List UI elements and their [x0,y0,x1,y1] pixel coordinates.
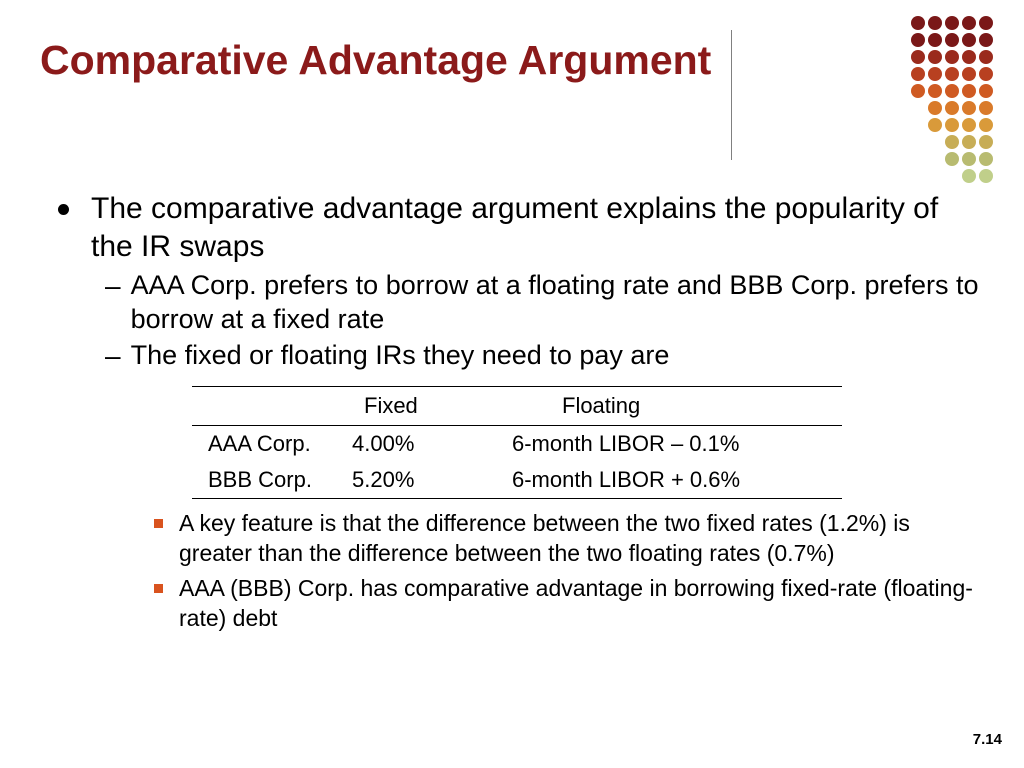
slide: Comparative Advantage Argument The compa… [0,0,1024,768]
bullet-level2: – AAA Corp. prefers to borrow at a float… [50,269,984,337]
content-area: The comparative advantage argument expla… [40,190,984,633]
title-row: Comparative Advantage Argument [40,30,984,160]
cell-company: BBB Corp. [192,462,342,499]
dash-bullet-icon: – [105,269,121,303]
dot-grid-decoration [909,14,994,184]
table-row: AAA Corp. 4.00% 6-month LIBOR – 0.1% [192,426,842,463]
rates-table-container: Fixed Floating AAA Corp. 4.00% 6-month L… [192,386,842,499]
table-header-row: Fixed Floating [192,387,842,426]
bullet-text: A key feature is that the difference bet… [179,509,984,568]
square-bullet-icon [154,584,163,593]
table-header-empty [192,387,342,426]
table-header-floating: Floating [502,387,842,426]
bullet-text: The fixed or floating IRs they need to p… [131,339,670,373]
bullet-text: AAA Corp. prefers to borrow at a floatin… [131,269,984,337]
cell-fixed: 4.00% [342,426,502,463]
page-number: 7.14 [973,731,1002,748]
circle-bullet-icon [58,204,69,215]
bullet-level2: – The fixed or floating IRs they need to… [50,339,984,373]
table-row: BBB Corp. 5.20% 6-month LIBOR + 0.6% [192,462,842,499]
bullet-level3: A key feature is that the difference bet… [50,509,984,568]
bullet-text: AAA (BBB) Corp. has comparative advantag… [179,574,984,633]
cell-company: AAA Corp. [192,426,342,463]
cell-fixed: 5.20% [342,462,502,499]
cell-floating: 6-month LIBOR – 0.1% [502,426,842,463]
table-header-fixed: Fixed [342,387,502,426]
title-divider [731,30,732,160]
bullet-level1: The comparative advantage argument expla… [50,190,984,265]
cell-floating: 6-month LIBOR + 0.6% [502,462,842,499]
rates-table: Fixed Floating AAA Corp. 4.00% 6-month L… [192,386,842,499]
slide-title: Comparative Advantage Argument [40,30,711,83]
square-bullet-icon [154,519,163,528]
dash-bullet-icon: – [105,339,121,373]
bullet-level3: AAA (BBB) Corp. has comparative advantag… [50,574,984,633]
bullet-text: The comparative advantage argument expla… [91,190,984,265]
